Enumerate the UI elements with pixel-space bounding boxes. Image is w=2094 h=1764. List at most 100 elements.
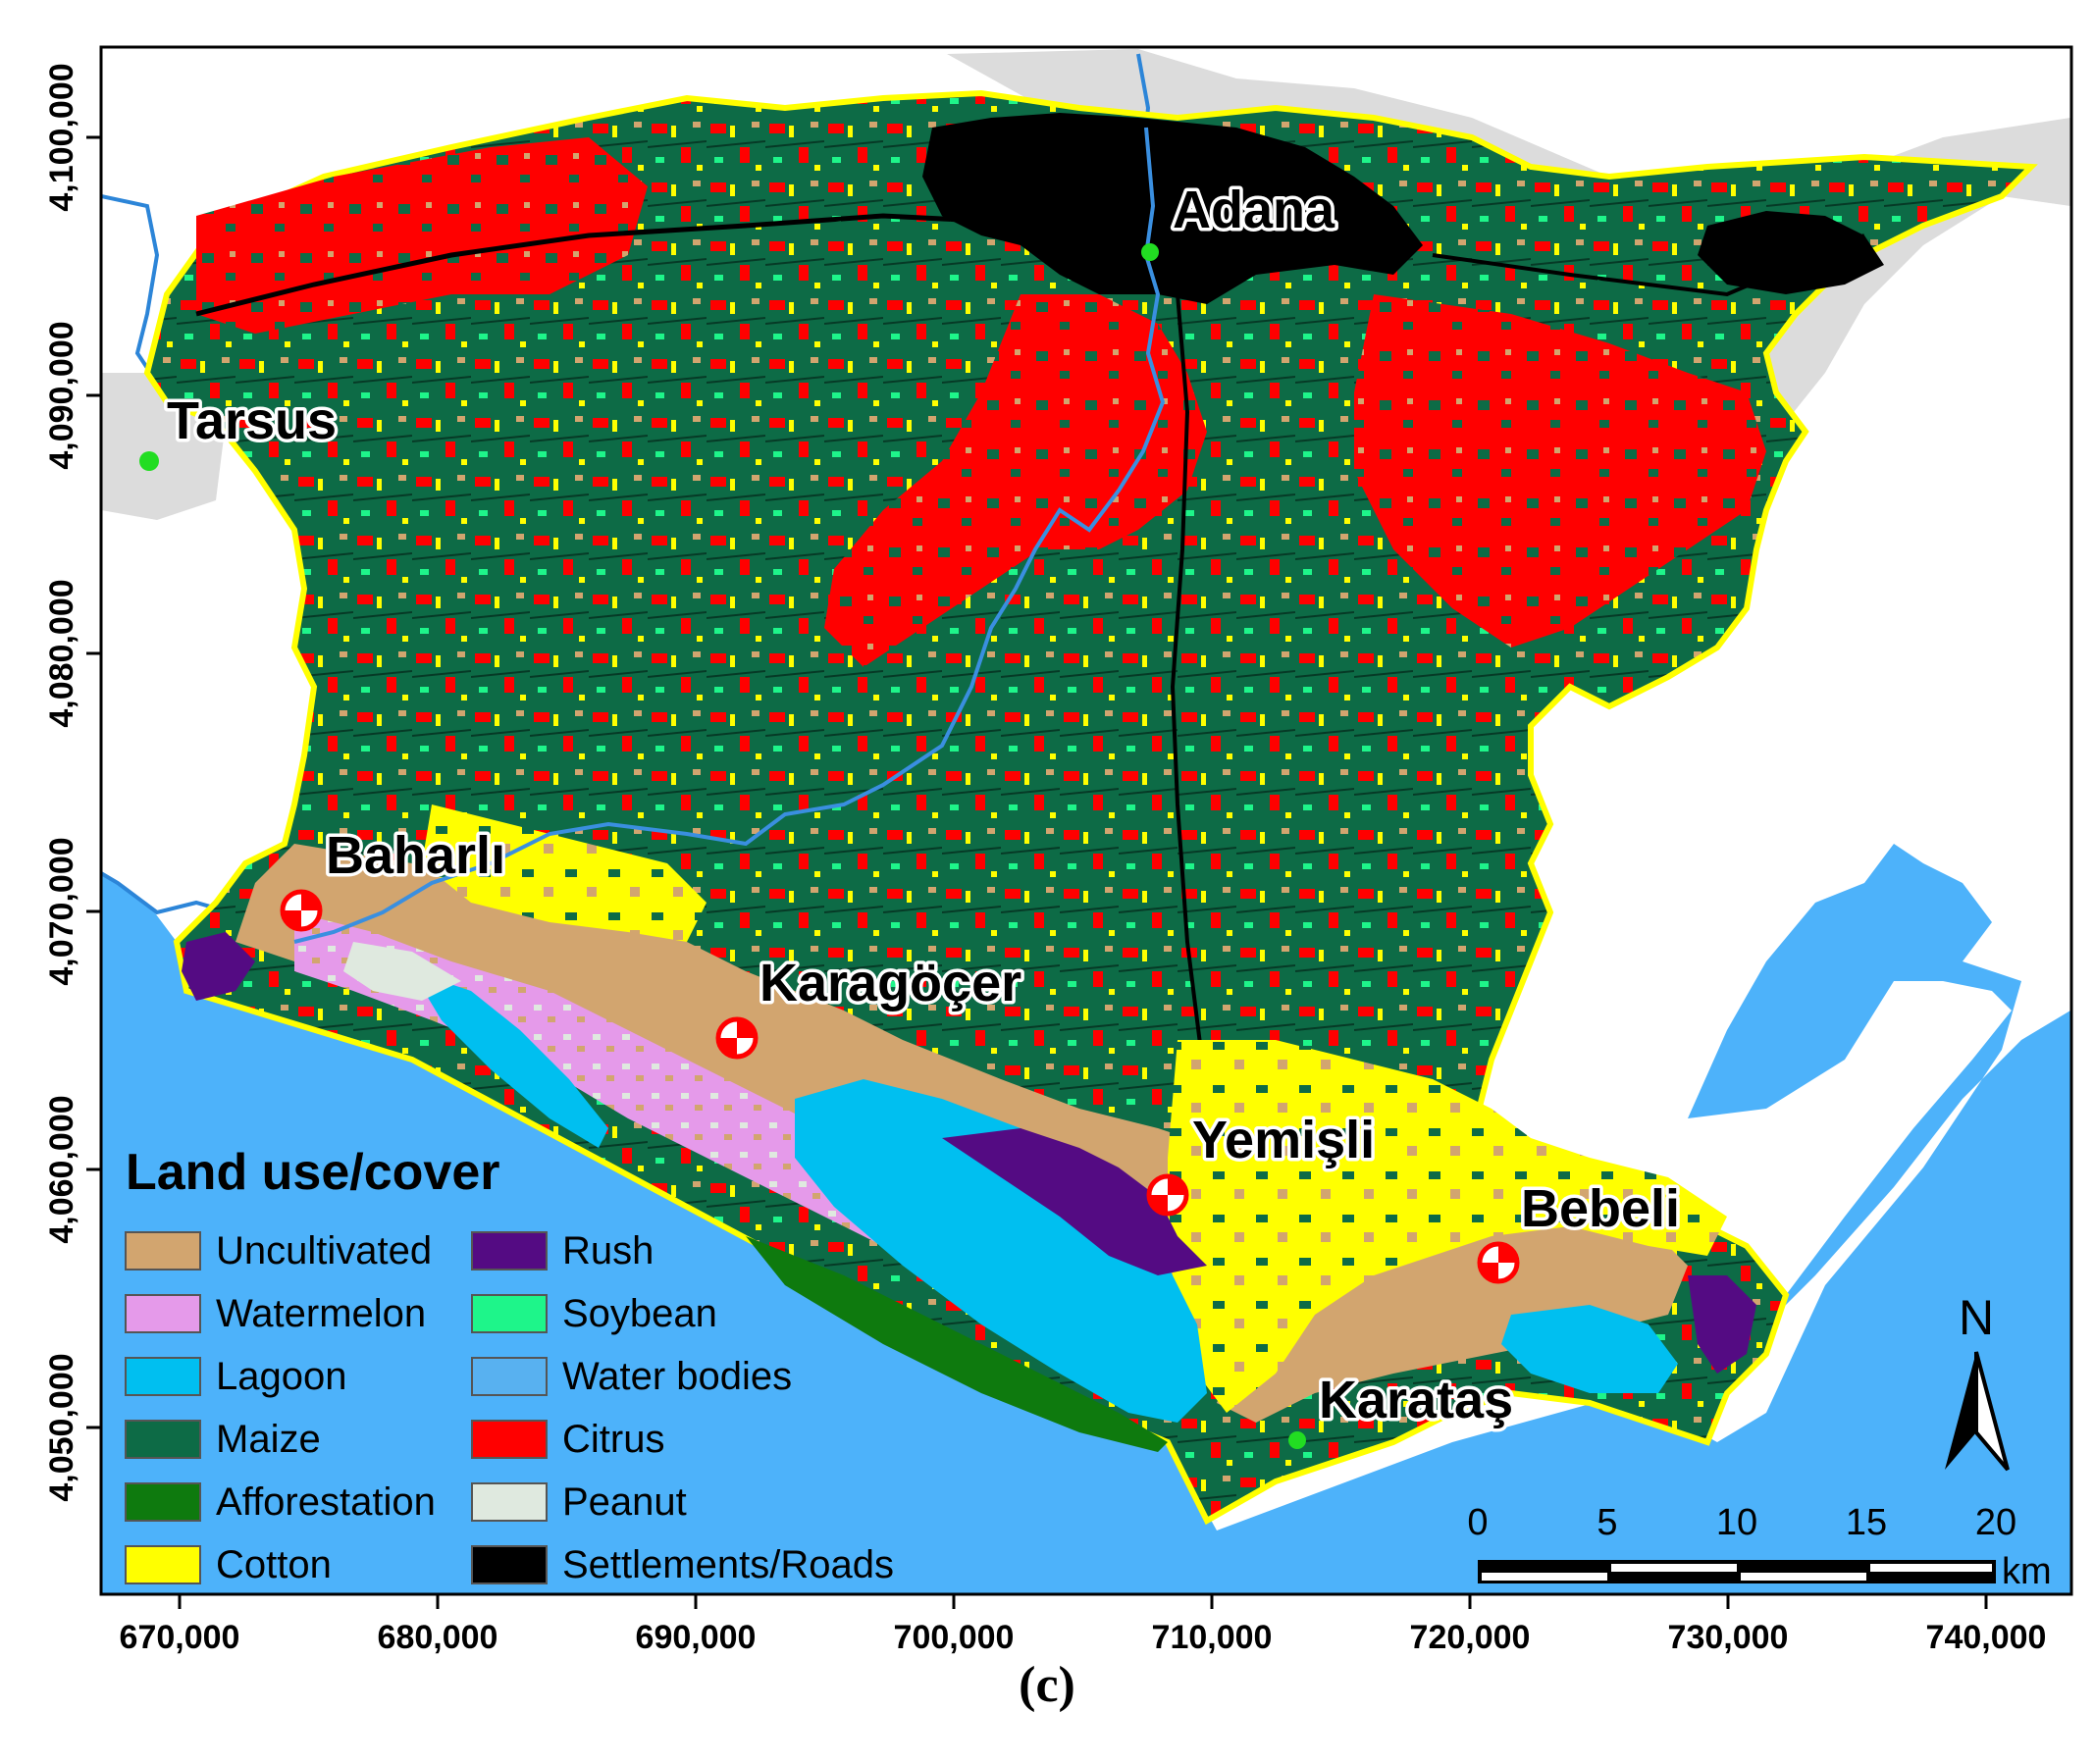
x-tick-label: 690,000 <box>636 1619 757 1656</box>
x-axis-ticks: 670,000 680,000 690,000 700,000 710,000 720,0… <box>120 1594 2047 1656</box>
scale-seg-4 <box>1870 1564 1992 1572</box>
y-tick-label: 4,100,000 <box>43 63 80 211</box>
north-label: N <box>1959 1290 1994 1345</box>
cotton-zone-south <box>1168 1040 1727 1413</box>
adana-marker <box>1141 243 1159 261</box>
legend-swatch <box>471 1357 548 1396</box>
y-tick-label: 4,070,000 <box>43 837 80 985</box>
uncultivated-karatas <box>1217 1167 1688 1423</box>
tarsus-marker <box>139 451 159 471</box>
place-markers <box>139 243 1520 1449</box>
legend-swatch <box>471 1231 548 1271</box>
caption-text: (c) <box>1019 1657 1075 1713</box>
baharli-station <box>280 889 323 932</box>
legend-label: Soybean <box>562 1292 717 1335</box>
scale-seg-3 <box>1741 1564 1866 1572</box>
legend-label: Afforestation <box>216 1480 436 1524</box>
x-tick-label: 710,000 <box>1152 1619 1273 1656</box>
legend-label: Maize <box>216 1418 321 1461</box>
citrus-zone-east <box>1354 294 1766 648</box>
karatas-marker <box>1288 1431 1306 1449</box>
scale-labels: 0 5 10 15 20 <box>1467 1502 2016 1543</box>
legend-title: Land use/cover <box>126 1144 499 1201</box>
settlement-east <box>1698 211 1884 294</box>
north-arrow: N <box>1945 1290 2010 1472</box>
map-frame <box>99 45 2073 1596</box>
scale-bar: 0 5 10 15 20 km <box>1467 1502 2051 1592</box>
y-tick-label: 4,080,000 <box>43 579 80 727</box>
x-tick-label: 680,000 <box>378 1619 498 1656</box>
legend-label: Rush <box>562 1229 654 1272</box>
place-label-karatas: Karataş <box>1319 1371 1513 1429</box>
settlement-adana <box>922 113 1423 304</box>
peanut-area <box>343 942 461 1001</box>
legend-swatch <box>471 1294 548 1333</box>
legend-label: Peanut <box>562 1480 687 1524</box>
scale-seg-8 <box>1870 1573 1992 1581</box>
place-label-baharli: Baharlı <box>326 826 505 885</box>
scale-seg-5 <box>1482 1573 1607 1581</box>
legend-swatch <box>471 1545 548 1584</box>
bebeli-station <box>1477 1241 1520 1284</box>
legend-swatch <box>125 1294 201 1333</box>
figure-caption: (c) <box>0 1656 2094 1714</box>
legend-label: Watermelon <box>216 1292 426 1335</box>
legend-label: Cotton <box>216 1543 332 1586</box>
lagoon-west <box>412 971 608 1148</box>
x-tick-label: 730,000 <box>1668 1619 1789 1656</box>
karagocer-station <box>715 1016 759 1060</box>
yemisli-station <box>1146 1173 1189 1217</box>
x-tick-label: 670,000 <box>120 1619 240 1656</box>
scale-label: 5 <box>1597 1502 1617 1543</box>
place-label-yemisli: Yemişli <box>1192 1111 1375 1169</box>
river-tarsus <box>101 194 160 385</box>
legend-items: Uncultivated Watermelon Lagoon Maize Affores… <box>125 1229 894 1586</box>
x-tick-label: 720,000 <box>1410 1619 1531 1656</box>
afforestation-strip <box>746 1236 1168 1452</box>
north-arrow-right <box>1974 1351 2010 1472</box>
legend-swatch <box>471 1482 548 1522</box>
study-area <box>143 89 2038 1526</box>
citrus-zone-north <box>824 294 1207 667</box>
y-axis-ticks: 4,100,000 4,090,000 4,080,000 4,070,000 4,06… <box>43 63 101 1502</box>
rush-area-east <box>1688 1275 1756 1374</box>
rush-area-west <box>182 932 255 1001</box>
north-arrow-left <box>1945 1352 1976 1470</box>
cotton-zone-west <box>422 804 707 942</box>
lagoon-east <box>1501 1305 1678 1393</box>
road-north <box>195 213 982 317</box>
scale-label: 15 <box>1846 1502 1887 1543</box>
x-tick-label: 700,000 <box>894 1619 1015 1656</box>
scale-seg-1 <box>1482 1564 1607 1572</box>
legend-swatch <box>125 1420 201 1459</box>
scale-label: 10 <box>1716 1502 1757 1543</box>
legend-swatch <box>125 1231 201 1271</box>
legend-label: Citrus <box>562 1418 664 1461</box>
legend-swatch <box>125 1545 201 1584</box>
road-east <box>1432 233 1865 297</box>
scale-seg-2 <box>1611 1564 1737 1572</box>
y-tick-label: 4,090,000 <box>43 321 80 469</box>
place-label-bebeli: Bebeli <box>1521 1179 1680 1238</box>
scale-label: 20 <box>1975 1502 2016 1543</box>
rush-area-central <box>942 1128 1207 1275</box>
scale-seg-7 <box>1741 1573 1866 1581</box>
y-tick-label: 4,060,000 <box>43 1095 80 1243</box>
place-label-tarsus: Tarsus <box>167 391 337 450</box>
legend-swatch <box>471 1420 548 1459</box>
place-label-karagocer: Karagöçer <box>759 954 1021 1012</box>
legend-label: Uncultivated <box>216 1229 432 1272</box>
legend-label: Lagoon <box>216 1355 346 1398</box>
scale-label: 0 <box>1467 1502 1488 1543</box>
sea <box>101 844 2070 1594</box>
legend: Land use/cover Uncultivated Watermelon Lag… <box>125 1144 894 1586</box>
place-label-adana: Adana <box>1173 181 1335 239</box>
lagoon-akyatan <box>795 1079 1207 1423</box>
y-tick-label: 4,050,000 <box>43 1353 80 1501</box>
legend-label: Water bodies <box>562 1355 792 1398</box>
legend-label: Settlements/Roads <box>562 1543 894 1586</box>
river-seyhan-inner <box>293 127 1166 944</box>
legend-swatch <box>125 1357 201 1396</box>
x-tick-label: 740,000 <box>1926 1619 2047 1656</box>
